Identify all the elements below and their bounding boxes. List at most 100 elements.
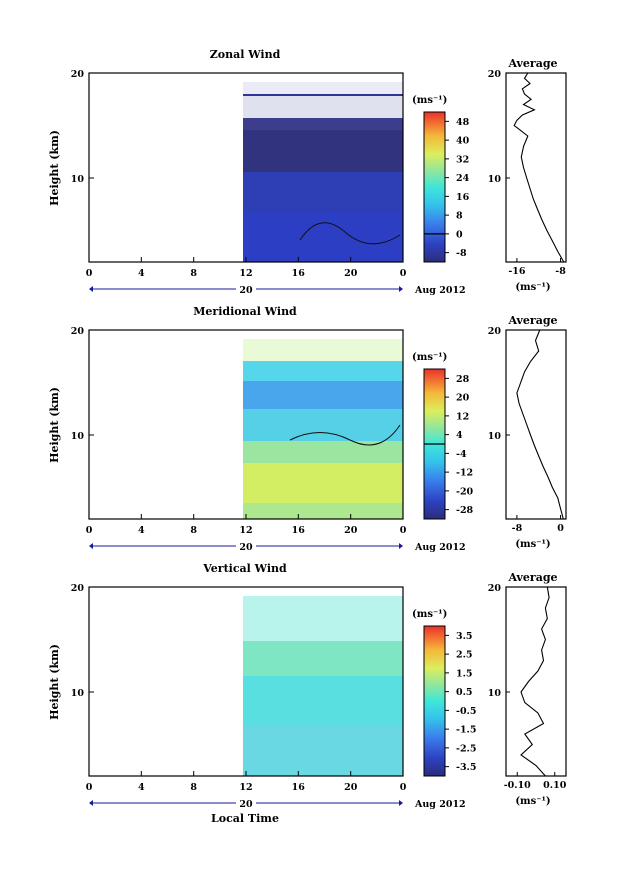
profile-unit: (ms⁻¹) xyxy=(515,282,550,293)
profile-frame xyxy=(505,72,567,263)
colorbar-ticks: 48 40 32 24 16 8 0 -8 xyxy=(424,117,470,259)
heatmap-gap xyxy=(243,596,403,641)
x-tick-label: 12 xyxy=(239,268,252,279)
x-tick-label: 0 xyxy=(86,268,93,279)
heatmap-band xyxy=(243,463,403,503)
x-tick-label: 16 xyxy=(292,525,306,536)
x-axis-label: Local Time xyxy=(211,812,279,825)
colorbar-tick-label: 24 xyxy=(456,173,470,184)
x-ticks: 0 4 8 12 16 20 0 xyxy=(86,514,407,536)
heatmap-band xyxy=(243,172,403,212)
heatmap-band xyxy=(243,130,403,172)
colorbar-unit: (ms⁻¹) xyxy=(412,352,447,363)
y-tick-label: 20 xyxy=(71,583,85,594)
colorbar-tick-label: -0.5 xyxy=(456,706,476,717)
heatmap-band xyxy=(243,726,403,776)
x-tick-label: 12 xyxy=(239,525,252,536)
profile-title: Average xyxy=(507,571,557,584)
y-tick-label: 10 xyxy=(71,688,85,699)
colorbar-tick-label: -20 xyxy=(456,486,474,497)
profile-unit: (ms⁻¹) xyxy=(515,796,550,807)
heatmap-band xyxy=(243,381,403,409)
colorbar: (ms⁻¹) 48 40 32 24 16 8 0 -8 xyxy=(412,95,470,263)
panel-vertical: Vertical Wind 0 4 8 12 16 20 0 10 20 xyxy=(48,562,567,825)
x-tick-label: 8 xyxy=(190,525,197,536)
colorbar-tick-label: -12 xyxy=(456,468,473,479)
profile-line xyxy=(516,329,564,520)
y-axis-label: Height (km) xyxy=(48,130,61,206)
chart-title: Zonal Wind xyxy=(210,48,281,61)
date-label: Aug 2012 xyxy=(414,799,466,810)
heatmap-gap xyxy=(243,96,403,118)
x-tick-label: 16 xyxy=(292,782,306,793)
colorbar-scale xyxy=(423,111,446,263)
profile-y-tick: 10 xyxy=(488,174,502,185)
heatmap-band xyxy=(243,676,403,726)
panel-meridional: Meridional Wind 0 4 8 12 16 20 0 xyxy=(48,305,567,553)
day-bar: 20 xyxy=(89,284,403,296)
date-label: Aug 2012 xyxy=(414,542,466,553)
profile-x-tick-label: -8 xyxy=(512,523,523,534)
heatmap-band xyxy=(243,641,403,676)
x-tick-label: 4 xyxy=(138,525,145,536)
heatmap-gap xyxy=(243,82,403,94)
panel-zonal: Zonal Wind 0 4 8 12 16 20 0 10 xyxy=(48,48,567,296)
day-bar: 20 xyxy=(89,541,403,553)
profile-plot: -8 0 xyxy=(506,329,564,534)
colorbar-tick-label: -1.5 xyxy=(456,725,476,736)
profile-x-tick-label: -16 xyxy=(508,266,526,277)
chart-title: Meridional Wind xyxy=(193,305,297,318)
profile-x-tick-label: 0 xyxy=(557,523,564,534)
profile-title: Average xyxy=(507,314,557,327)
profile-title: Average xyxy=(507,57,557,70)
day-label: 20 xyxy=(239,285,253,296)
profile-unit: (ms⁻¹) xyxy=(515,539,550,550)
day-bar: 20 xyxy=(89,798,403,810)
average-profile: Average -8 0 10 20 (ms⁻¹) xyxy=(488,314,567,550)
colorbar-tick-label: 16 xyxy=(456,192,470,203)
heatmap-band xyxy=(243,441,403,463)
x-tick-label: 0 xyxy=(86,782,93,793)
colorbar-tick-label: -28 xyxy=(456,505,474,516)
colorbar-tick-label: 0 xyxy=(456,229,463,240)
x-tick-label: 0 xyxy=(400,782,407,793)
heatmap-gap xyxy=(243,339,403,361)
colorbar-tick-label: 0.5 xyxy=(456,687,473,698)
colorbar-tick-label: -8 xyxy=(456,248,467,259)
heatmap-band xyxy=(243,503,403,519)
profile-plot: -16 -8 xyxy=(506,72,566,277)
day-label: 20 xyxy=(239,799,253,810)
profile-frame xyxy=(505,586,567,777)
x-tick-label: 8 xyxy=(190,782,197,793)
colorbar-tick-label: 32 xyxy=(456,154,469,165)
profile-y-tick: 10 xyxy=(488,688,502,699)
x-tick-label: 8 xyxy=(190,268,197,279)
y-tick-label: 10 xyxy=(71,431,85,442)
y-ticks: 10 20 xyxy=(71,326,94,442)
y-tick-label: 20 xyxy=(71,326,85,337)
profile-x-tick-label: 0.10 xyxy=(543,780,567,791)
colorbar-tick-label: 2.5 xyxy=(456,650,473,661)
colorbar-tick-label: 1.5 xyxy=(456,668,473,679)
x-tick-label: 12 xyxy=(239,782,252,793)
profile-x-tick-label: -0.10 xyxy=(504,780,531,791)
heatmap-zonal xyxy=(243,82,403,262)
heatmap-meridional xyxy=(243,339,403,519)
profile-x-tick-label: -8 xyxy=(555,266,566,277)
colorbar-tick-label: -4 xyxy=(456,449,467,460)
colorbar: (ms⁻¹) 3.5 2.5 1.5 0.5 -0.5 -1.5 -2.5 -3.5 xyxy=(412,609,476,777)
profile-plot: -0.10 0.10 xyxy=(504,586,567,791)
x-ticks: 0 4 8 12 16 20 0 xyxy=(86,257,407,279)
colorbar-tick-label: 40 xyxy=(456,136,470,147)
heatmap-band xyxy=(243,212,403,262)
x-tick-label: 0 xyxy=(400,525,407,536)
y-tick-label: 20 xyxy=(71,69,85,80)
x-tick-label: 0 xyxy=(400,268,407,279)
profile-frame xyxy=(505,329,567,520)
colorbar-tick-label: 28 xyxy=(456,374,470,385)
colorbar: (ms⁻¹) 28 20 12 4 -4 -12 -20 -28 xyxy=(412,352,474,520)
date-label: Aug 2012 xyxy=(414,285,466,296)
profile-y-tick: 20 xyxy=(488,583,502,594)
x-tick-label: 4 xyxy=(138,268,145,279)
